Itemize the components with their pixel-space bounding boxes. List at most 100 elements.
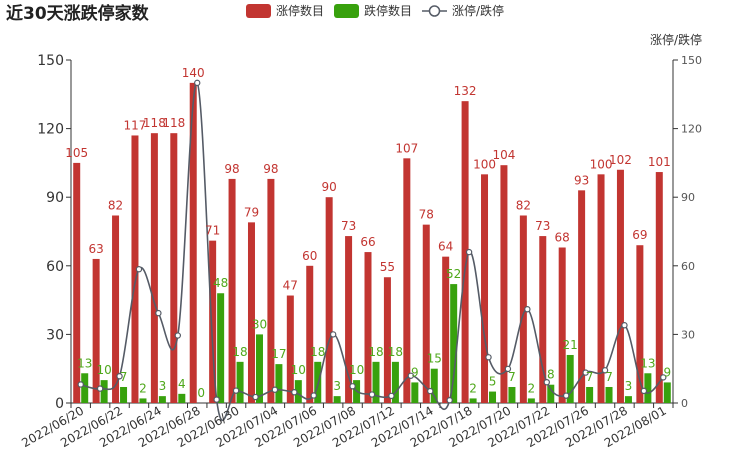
data-label-limit-down: 18 — [368, 345, 383, 359]
legend-swatch-marker — [428, 5, 441, 17]
data-label-limit-down: 21 — [563, 338, 578, 352]
data-label-limit-up: 68 — [555, 231, 570, 245]
ratio-point — [329, 331, 337, 338]
bar-limit-down — [566, 354, 574, 403]
y2-tick-label: 90 — [681, 191, 695, 204]
data-label-limit-down: 15 — [427, 352, 442, 366]
legend-item-1[interactable]: 涨停数目 — [246, 3, 324, 18]
y2-tick-label: 0 — [681, 397, 688, 410]
legend-item-3[interactable]: 涨停/跌停 — [422, 3, 504, 18]
ratio-point — [174, 332, 182, 339]
data-labels: 1051363108271172118311841400714898187930… — [65, 66, 671, 400]
data-label-limit-down: 2 — [528, 381, 536, 395]
chart-title: 近30天涨跌停家数 — [6, 3, 150, 24]
data-label-limit-down: 5 — [489, 375, 497, 389]
ratio-point — [640, 387, 648, 395]
data-label-limit-up: 102 — [609, 153, 632, 167]
ratio-point — [252, 393, 259, 401]
data-label-limit-up: 100 — [590, 157, 613, 171]
y-tick-label: 150 — [37, 53, 64, 69]
bar-limit-down — [527, 398, 535, 403]
bar-limit-up — [345, 236, 353, 403]
ratio-point — [621, 322, 628, 329]
legend-swatch — [334, 4, 359, 18]
data-label-limit-up: 107 — [395, 141, 418, 155]
data-label-limit-up: 100 — [473, 157, 496, 171]
bar-limit-up — [558, 247, 566, 403]
bar-limit-down — [275, 364, 283, 403]
bar-limit-up — [112, 215, 120, 403]
data-label-limit-up: 117 — [124, 118, 147, 132]
bar-limit-down — [120, 386, 128, 403]
bar-limit-down — [391, 361, 399, 403]
data-label-limit-down: 52 — [446, 267, 461, 281]
data-label-limit-down: 18 — [388, 345, 403, 359]
data-label-limit-up: 60 — [302, 249, 317, 263]
ratio-point — [465, 248, 473, 256]
ratio-point — [232, 387, 240, 394]
bar-limit-down — [508, 386, 516, 403]
ratio-point — [213, 396, 220, 403]
data-label-limit-up: 104 — [492, 148, 515, 162]
bar-limit-up — [519, 215, 527, 403]
ratio-point — [388, 392, 395, 400]
data-label-limit-down: 7 — [508, 370, 516, 384]
legend-item-2[interactable]: 跌停数目 — [334, 3, 412, 18]
bar-limit-up — [92, 258, 100, 403]
bar-limit-down — [333, 396, 341, 403]
y2-tick-label: 30 — [681, 328, 695, 341]
bar-limit-up — [150, 133, 158, 403]
y2-tick-label: 60 — [681, 260, 695, 273]
ratio-point — [194, 79, 201, 87]
legend-label: 涨停/跌停 — [452, 3, 504, 18]
ratio-point — [155, 309, 162, 317]
data-label-limit-up: 118 — [162, 116, 185, 130]
data-label-limit-down: 18 — [310, 345, 325, 359]
bar-limit-down — [178, 393, 186, 403]
bar-limit-down — [217, 293, 225, 403]
legend[interactable]: 涨停数目 跌停数目 涨停/跌停 — [246, 3, 504, 18]
bar-limit-up — [209, 240, 217, 403]
bar-limit-down — [547, 384, 555, 403]
bar-limit-up — [422, 224, 430, 403]
data-label-limit-down: 0 — [197, 386, 205, 400]
ratio-point — [349, 383, 356, 390]
bar-limit-down — [469, 398, 477, 403]
data-label-limit-up: 63 — [88, 242, 103, 256]
legend-label: 涨停数目 — [276, 3, 324, 18]
ratio-point — [427, 387, 434, 395]
bar-limit-down — [663, 382, 671, 403]
y2-tick-label: 150 — [681, 54, 702, 67]
bar-limit-up — [325, 197, 333, 403]
ratio-point — [524, 306, 531, 313]
data-label-limit-down: 7 — [586, 370, 594, 384]
bar-limit-up — [597, 174, 605, 403]
bar-limit-up — [539, 236, 547, 403]
y-tick-label: 30 — [46, 327, 64, 343]
data-label-limit-down: 7 — [605, 370, 613, 384]
x-tick-labels: 2022/06/202022/06/222022/06/242022/06/28… — [19, 403, 668, 450]
data-label-limit-down: 48 — [213, 276, 228, 290]
bar-limit-up — [170, 133, 178, 403]
y-tick-label: 120 — [37, 122, 64, 138]
bar-limit-down — [624, 396, 632, 403]
y2-tick-label: 120 — [681, 123, 702, 136]
right-axis-name: 涨停/跌停 — [650, 32, 702, 47]
data-label-limit-down: 2 — [469, 381, 477, 395]
data-label-limit-up: 101 — [648, 155, 671, 169]
data-label-limit-up: 69 — [632, 228, 647, 242]
bar-limit-down — [294, 380, 302, 403]
data-label-limit-down: 30 — [252, 317, 267, 331]
data-label-limit-down: 18 — [232, 345, 247, 359]
ratio-point — [310, 392, 317, 399]
data-label-limit-up: 98 — [263, 162, 278, 176]
bar-limit-down — [139, 398, 147, 403]
bar-limit-down — [430, 368, 438, 403]
data-label-limit-up: 66 — [360, 235, 375, 249]
ratio-point — [485, 354, 492, 361]
y-tick-label: 90 — [46, 190, 64, 206]
bar-limit-up — [636, 245, 644, 403]
bar-limit-up — [442, 256, 450, 403]
ratio-point — [446, 397, 453, 404]
